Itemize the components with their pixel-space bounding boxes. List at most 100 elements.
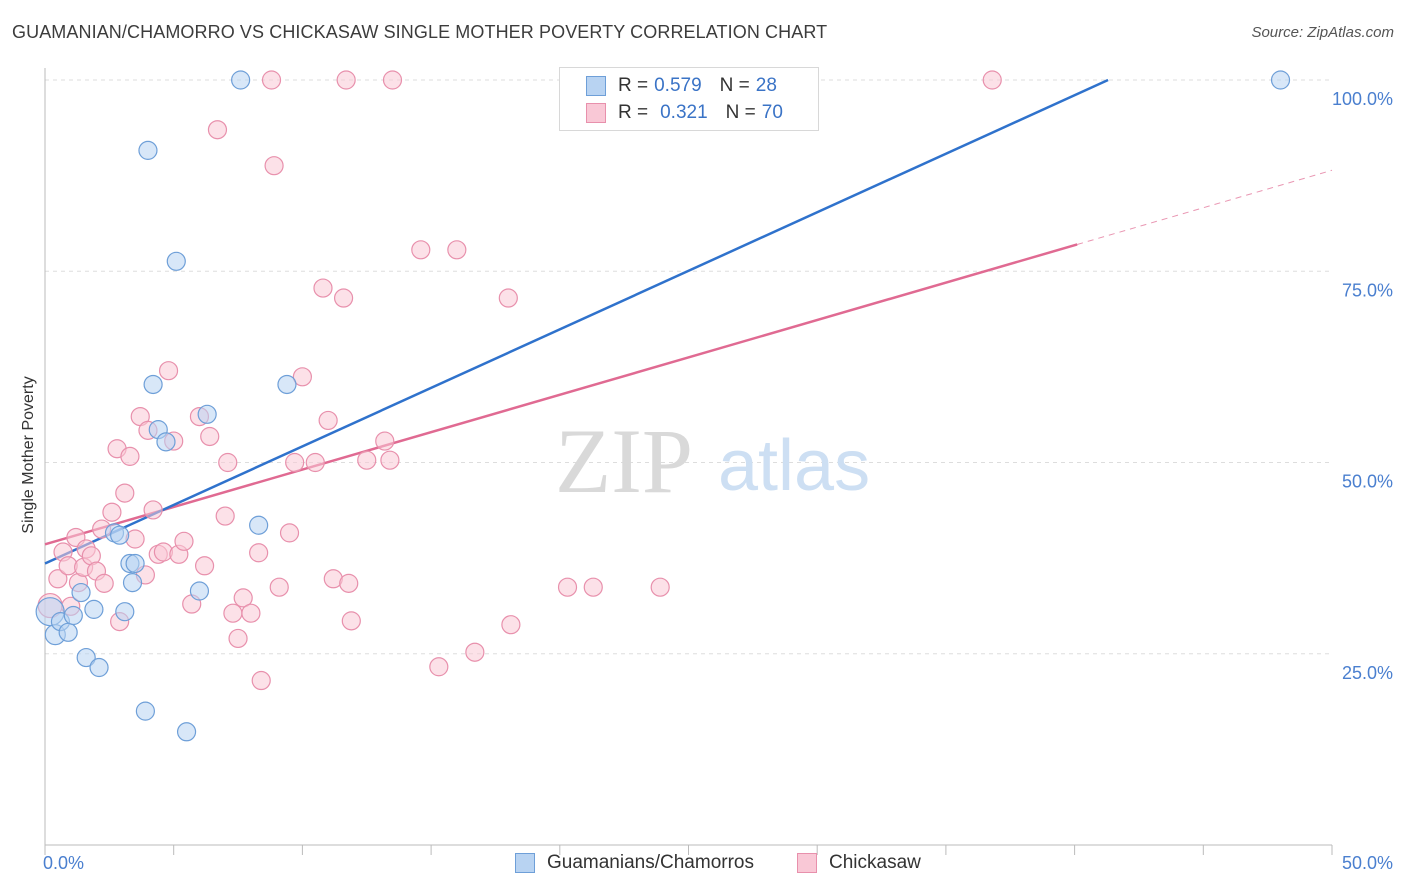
point-guamanian — [249, 515, 269, 535]
point-guamanian — [63, 605, 83, 626]
point-chickasaw — [501, 615, 521, 635]
legend-swatch-guamanian — [586, 76, 606, 96]
point-chickasaw — [94, 573, 114, 593]
legend-r-label: R = — [618, 102, 649, 123]
trend-line-chickasaw-extension — [1077, 169, 1333, 245]
point-chickasaw — [215, 506, 235, 526]
trend-line-guamanian — [44, 78, 1109, 565]
point-chickasaw — [143, 500, 163, 520]
point-chickasaw — [498, 288, 518, 308]
point-chickasaw — [382, 70, 403, 90]
point-guamanian — [197, 404, 217, 424]
point-chickasaw — [318, 410, 338, 431]
point-chickasaw — [261, 70, 282, 90]
point-guamanian — [176, 722, 197, 742]
point-chickasaw — [357, 450, 377, 470]
point-chickasaw — [411, 240, 431, 260]
data-points — [35, 70, 1291, 742]
point-guamanian — [277, 374, 297, 395]
trend-line-chickasaw — [44, 243, 1078, 546]
axes — [44, 68, 1333, 855]
point-guamanian — [143, 374, 163, 395]
legend-n-value: 28 — [755, 75, 777, 96]
legend-row-guamanian: R = 0.579 N = 28 — [586, 74, 777, 98]
point-chickasaw — [650, 577, 670, 597]
point-chickasaw — [982, 70, 1002, 90]
point-chickasaw — [336, 70, 356, 90]
legend-swatch-chickasaw — [586, 103, 606, 123]
point-guamanian — [76, 647, 96, 668]
point-chickasaw — [115, 483, 135, 503]
point-guamanian — [156, 432, 176, 452]
series-swatch-guamanian — [515, 853, 535, 873]
watermark-zip: ZIP — [555, 410, 693, 512]
point-chickasaw — [207, 120, 228, 140]
point-chickasaw — [228, 628, 248, 649]
y-tick-label: 25.0% — [1342, 663, 1393, 683]
point-chickasaw — [380, 450, 400, 470]
point-guamanian — [115, 602, 135, 622]
point-chickasaw — [264, 156, 284, 176]
point-chickasaw — [241, 603, 261, 623]
tick-labels: 25.0% 50.0% 75.0% 100.0% 0.0% 50.0% — [43, 89, 1393, 873]
point-chickasaw — [313, 278, 333, 298]
legend-r-value: 0.321 — [660, 102, 708, 123]
point-guamanian — [122, 573, 143, 593]
point-guamanian — [89, 657, 109, 678]
source-credit: Source: ZipAtlas.com — [1251, 24, 1394, 41]
point-guamanian — [110, 525, 130, 545]
point-chickasaw — [447, 240, 467, 260]
point-chickasaw — [233, 588, 253, 608]
point-chickasaw — [251, 670, 271, 691]
legend-n-value: 70 — [761, 102, 783, 123]
series-legend-guamanian: Guamanians/Chamorros — [515, 852, 754, 874]
point-chickasaw — [269, 577, 289, 597]
point-chickasaw — [223, 603, 243, 623]
y-tick-label: 75.0% — [1342, 280, 1393, 300]
point-chickasaw — [339, 573, 359, 593]
grid-lines — [45, 79, 1332, 655]
y-tick-label: 100.0% — [1332, 89, 1393, 109]
point-guamanian — [135, 701, 155, 721]
point-chickasaw — [158, 361, 179, 381]
point-chickasaw — [120, 446, 140, 466]
legend-r-value: 0.579 — [654, 75, 702, 96]
point-chickasaw — [341, 611, 361, 631]
point-guamanian — [58, 622, 78, 642]
point-guamanian — [71, 582, 91, 603]
y-axis-label: Single Mother Poverty — [20, 376, 37, 533]
point-guamanian — [138, 140, 158, 160]
point-guamanian — [84, 599, 104, 619]
series-legend-chickasaw: Chickasaw — [797, 852, 921, 874]
series-legend: Guamanians/Chamorros Chickasaw — [0, 852, 1406, 876]
chart-title: GUAMANIAN/CHAMORRO VS CHICKASAW SINGLE M… — [12, 22, 828, 42]
point-guamanian — [125, 553, 145, 574]
point-chickasaw — [249, 543, 269, 563]
point-guamanian — [1270, 70, 1291, 90]
point-chickasaw — [102, 502, 122, 522]
point-chickasaw — [429, 657, 449, 677]
point-chickasaw — [375, 431, 395, 451]
trend-lines — [44, 78, 1333, 565]
point-chickasaw — [292, 367, 312, 387]
point-chickasaw — [48, 569, 68, 589]
point-chickasaw — [557, 577, 578, 597]
legend-row-chickasaw: R = 0.321 N = 70 — [586, 101, 783, 125]
point-chickasaw — [174, 531, 194, 551]
point-chickasaw — [285, 452, 305, 473]
series-label-chickasaw: Chickasaw — [829, 852, 921, 873]
legend-r-label: R = — [618, 75, 649, 96]
series-swatch-chickasaw — [797, 853, 817, 873]
point-chickasaw — [279, 523, 300, 543]
watermark-atlas: atlas — [718, 426, 870, 506]
point-guamanian — [231, 70, 251, 90]
point-chickasaw — [583, 577, 603, 597]
series-label-guamanian: Guamanians/Chamorros — [547, 852, 754, 873]
x-tick-label: 50.0% — [1342, 853, 1393, 873]
x-tick-label: 0.0% — [43, 853, 84, 873]
point-chickasaw — [333, 288, 354, 308]
watermark: ZIP atlas — [555, 410, 870, 512]
y-tick-label: 50.0% — [1342, 472, 1393, 492]
correlation-legend: R = 0.579 N = 28 R = 0.321 N = 70 — [559, 67, 819, 131]
